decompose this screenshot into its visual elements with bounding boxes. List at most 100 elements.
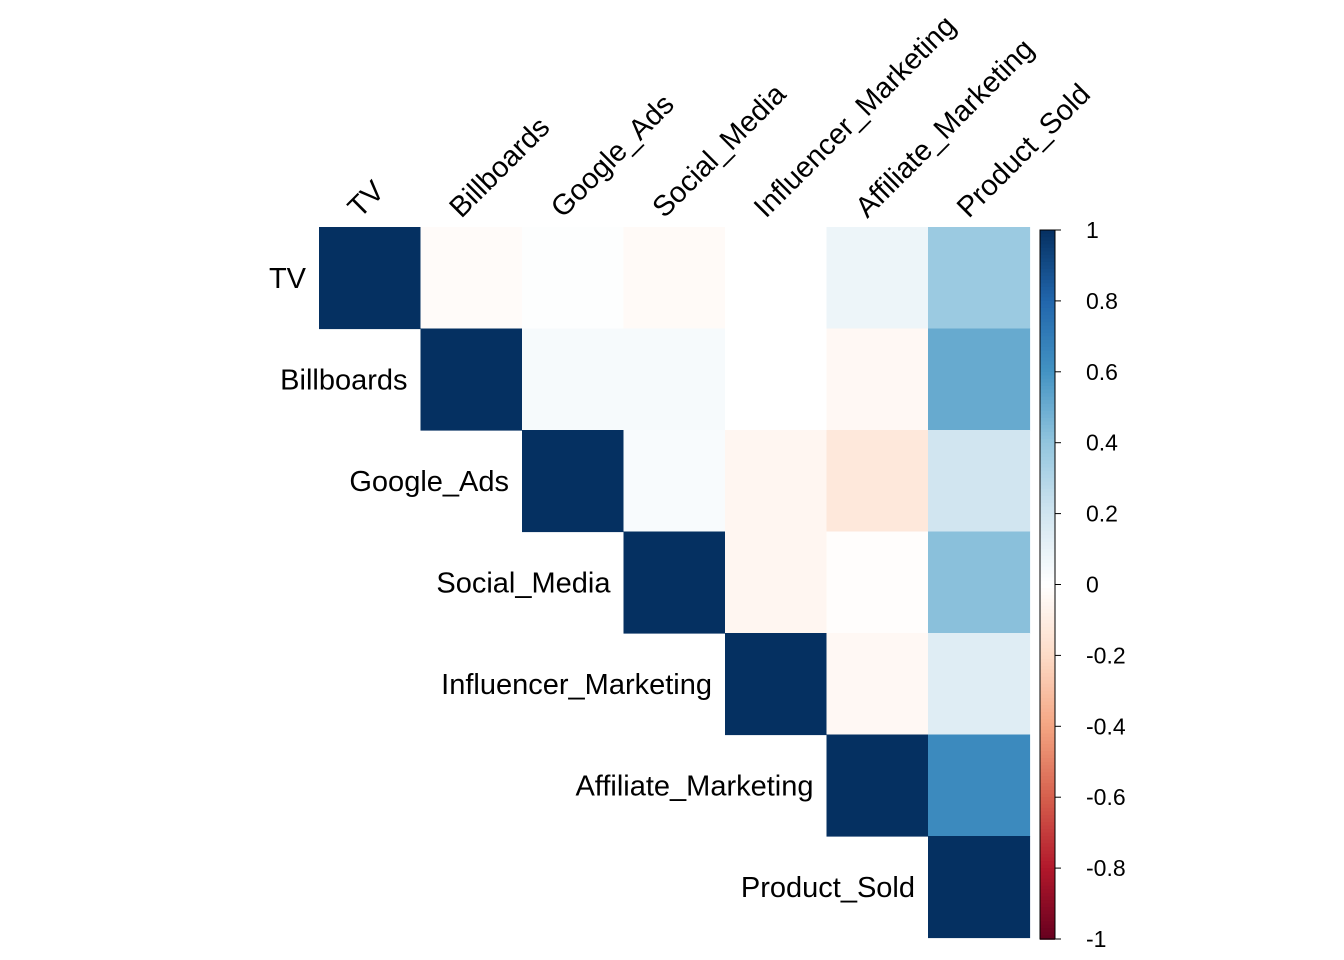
colorbar-segment [1040,602,1055,607]
colorbar-segment [1040,237,1055,242]
colorbar-tick-label: -1 [1086,926,1106,952]
colorbar-segment [1040,417,1055,423]
colorbar-segment [1040,648,1055,653]
colorbar-segment [1040,687,1055,692]
colorbar-segment [1040,513,1055,518]
colorbar-segment [1040,708,1055,713]
colorbar-segment [1040,605,1055,611]
colorbar-segment [1040,247,1055,253]
colorbar-segment [1040,829,1055,834]
colorbar-segment [1040,350,1055,355]
cell-Billboards-Influencer_Marketing [725,328,828,431]
colorbar-legend: 1 0.8 0.6 0.4 0.2 0 -0.2 -0.4 -0.6 -0.8 -1 [1039,217,1126,952]
colorbar-segment [1040,290,1055,295]
cell-Affiliate_Marketing-Product_Sold [928,734,1031,837]
colorbar-segment [1040,701,1055,706]
colorbar-segment [1040,676,1055,682]
colorbar-segment [1040,651,1055,657]
colorbar-segment [1040,460,1055,465]
colorbar-tick-label: 0.8 [1086,288,1118,314]
column-label: Affiliate_Marketing [850,33,1041,224]
colorbar-segment [1040,669,1055,674]
colorbar-segment [1040,492,1055,497]
colorbar-segment [1040,903,1055,908]
colorbar-tick-label: 0 [1086,572,1099,598]
row-labels: TV Billboards Google_Ads Social_Media Influe… [269,263,915,904]
colorbar-segment [1040,471,1055,476]
colorbar-segment [1040,882,1055,887]
row-label: Affiliate_Marketing [575,770,813,802]
cell-Billboards-Affiliate_Marketing [826,328,929,431]
colorbar-segment [1040,563,1055,568]
row-label: TV [269,263,307,295]
colorbar-segment [1040,463,1055,469]
colorbar-segment [1040,868,1055,873]
colorbar-segment [1040,609,1055,614]
colorbar-segment [1040,254,1055,260]
colorbar-segment [1040,258,1055,263]
cell-Social_Media-Product_Sold [928,531,1031,634]
colorbar-segment [1040,697,1055,703]
colorbar-segment [1040,534,1055,540]
colorbar-segment [1040,346,1055,352]
colorbar-segment [1040,375,1055,380]
colorbar-segment [1040,300,1055,306]
cell-Influencer_Marketing-Affiliate_Marketing [826,633,929,736]
colorbar-segment [1040,910,1055,915]
colorbar-segment [1040,520,1055,526]
colorbar-segment [1040,917,1055,923]
colorbar-segment [1040,612,1055,618]
colorbar-segment [1040,233,1055,238]
colorbar-segment [1040,878,1055,884]
colorbar-segment [1040,921,1055,926]
colorbar-segment [1040,286,1055,292]
colorbar-segment [1040,283,1055,288]
colorbar-segment [1040,857,1055,862]
colorbar-segment [1040,506,1055,511]
colorbar-segment [1040,889,1055,894]
colorbar-segment [1040,836,1055,841]
colorbar-tick-label: 1 [1086,217,1099,243]
colorbar-segment [1040,726,1055,731]
colorbar-segment [1040,478,1055,483]
colorbar-segment [1040,453,1055,458]
colorbar-segment [1040,279,1055,284]
colorbar-segment [1040,761,1055,767]
column-labels: TV BillboardsGoogle_AdsSocial_MediaInflue… [342,10,1097,224]
colorbar-segment [1040,488,1055,494]
colorbar-segment [1040,371,1055,377]
colorbar-segment [1040,931,1055,937]
colorbar-segment [1040,389,1055,394]
colorbar-segment [1040,244,1055,249]
cell-Social_Media-Social_Media [623,531,726,634]
colorbar-segment [1040,410,1055,416]
colorbar-segment [1040,566,1055,572]
colorbar-segment [1040,499,1055,504]
colorbar-segment [1040,747,1055,752]
colorbar-segment [1040,779,1055,784]
colorbar-segment [1040,364,1055,370]
cell-Influencer_Marketing-Product_Sold [928,633,1031,736]
cell-Google_Ads-Influencer_Marketing [725,430,828,533]
cell-Social_Media-Influencer_Marketing [725,531,828,634]
colorbar-segment [1040,765,1055,770]
colorbar-segment [1040,914,1055,919]
colorbar-segment [1040,928,1055,933]
colorbar-segment [1040,754,1055,760]
colorbar-segment [1040,251,1055,256]
cell-TV-Social_Media [623,227,726,330]
colorbar-segment [1040,662,1055,667]
colorbar-segment [1040,311,1055,316]
cell-TV-Affiliate_Marketing [826,227,929,330]
cell-Social_Media-Affiliate_Marketing [826,531,929,634]
colorbar-segment [1040,935,1055,940]
cell-Product_Sold-Product_Sold [928,836,1031,939]
colorbar-segment [1040,793,1055,798]
colorbar-segment [1040,396,1055,401]
colorbar-segment [1040,517,1055,522]
colorbar-segment [1040,549,1055,554]
colorbar-segment [1040,332,1055,338]
colorbar-segment [1040,446,1055,451]
column-label: TV [342,175,391,224]
colorbar-segment [1040,900,1055,905]
